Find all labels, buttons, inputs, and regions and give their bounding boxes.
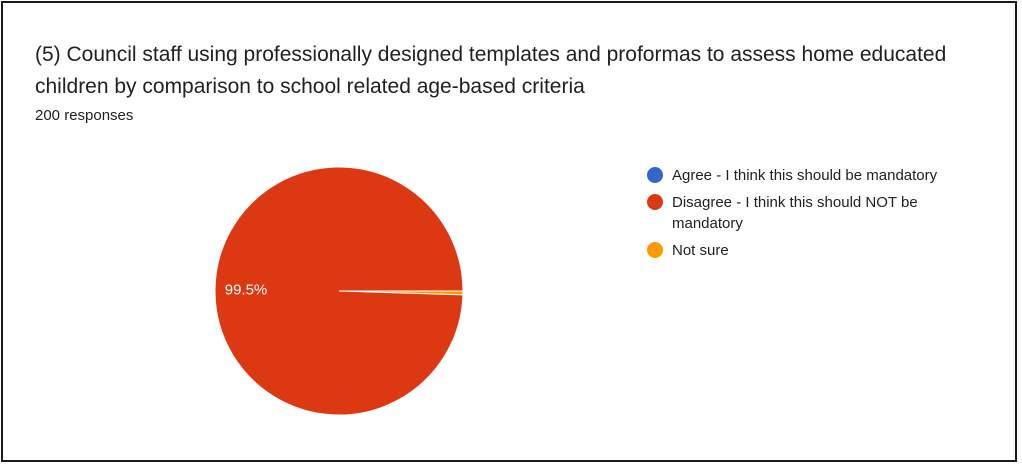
- legend-swatch-icon: [647, 167, 663, 183]
- legend-item[interactable]: Agree - I think this should be mandatory: [647, 165, 987, 186]
- legend-label: Agree - I think this should be mandatory: [672, 167, 938, 184]
- legend-swatch-icon: [647, 194, 663, 210]
- slice-data-label: 99.5%: [225, 282, 268, 299]
- chart-title: (5) Council staff using professionally d…: [35, 43, 947, 98]
- legend-label: Not sure: [672, 242, 729, 259]
- chart-legend: Agree - I think this should be mandatory…: [647, 165, 987, 267]
- response-count: 200 responses: [35, 107, 134, 124]
- legend-swatch-icon: [647, 242, 663, 258]
- pie-slice-disagree[interactable]: [214, 166, 464, 416]
- legend-label: Disagree - I think this should NOT be ma…: [672, 194, 918, 232]
- legend-item[interactable]: Disagree - I think this should NOT be ma…: [647, 192, 987, 234]
- legend-item[interactable]: Not sure: [647, 240, 987, 261]
- pie-chart: 99.5%: [214, 166, 464, 416]
